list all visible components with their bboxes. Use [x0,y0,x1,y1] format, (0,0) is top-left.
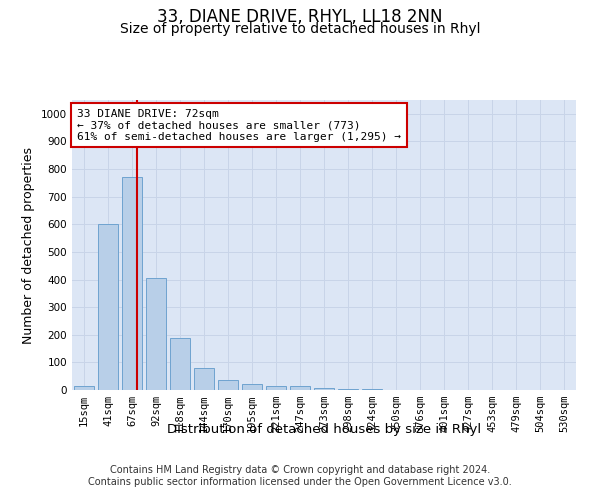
Bar [122,178,142,390]
Bar [74,386,94,390]
Bar [218,380,238,390]
Bar [170,338,190,390]
Bar [242,384,262,390]
Bar [146,278,166,390]
Text: Distribution of detached houses by size in Rhyl: Distribution of detached houses by size … [167,422,481,436]
Text: Size of property relative to detached houses in Rhyl: Size of property relative to detached ho… [120,22,480,36]
Bar [314,388,334,390]
Bar [194,368,214,390]
Y-axis label: Number of detached properties: Number of detached properties [22,146,35,344]
Text: Contains HM Land Registry data © Crown copyright and database right 2024.
Contai: Contains HM Land Registry data © Crown c… [88,465,512,486]
Bar [338,389,358,390]
Text: 33, DIANE DRIVE, RHYL, LL18 2NN: 33, DIANE DRIVE, RHYL, LL18 2NN [157,8,443,26]
Bar [290,386,310,390]
Bar [266,386,286,390]
Text: 33 DIANE DRIVE: 72sqm
← 37% of detached houses are smaller (773)
61% of semi-det: 33 DIANE DRIVE: 72sqm ← 37% of detached … [77,108,401,142]
Bar [98,224,118,390]
